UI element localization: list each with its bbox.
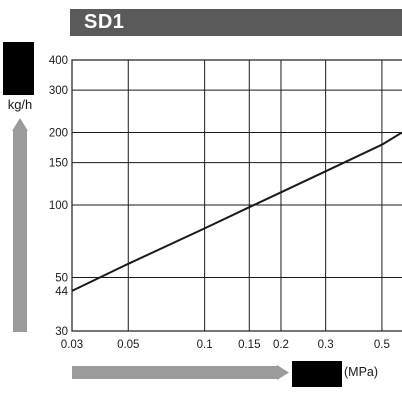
series-line [71,131,402,292]
redacted-x-label-box [292,361,342,387]
y-tick-label: 400 [49,55,68,67]
x-tick-label: 0.1 [197,339,213,351]
chart-grid [72,60,402,331]
y-tick-label: 200 [49,128,68,140]
x-tick-label: 0.2 [273,339,289,351]
arrow-right-icon [72,365,289,380]
x-tick-label: 0.05 [117,339,139,351]
y-tick-label: 50 [55,273,68,285]
chart-title: SD1 [84,11,125,33]
y-tick-label: 100 [49,200,68,212]
x-tick-label: 0.5 [374,339,390,351]
x-axis-unit-label: (MPa) [344,365,379,379]
y-tick-label: 300 [49,85,68,97]
redacted-y-label-box [3,42,34,95]
y-axis-unit-label: kg/h [7,97,33,112]
arrow-up-icon [12,118,28,332]
x-tick-label: 0.3 [318,339,334,351]
x-tick-label: 0.15 [238,339,260,351]
y-tick-label: 30 [55,326,68,338]
plot-frame [71,59,402,332]
y-tick-label: 150 [49,158,68,170]
chart-series [71,131,402,292]
y-tick-label: 44 [55,286,68,298]
chart-title-bar: SD1 [70,9,402,36]
x-tick-label: 0.03 [61,339,83,351]
